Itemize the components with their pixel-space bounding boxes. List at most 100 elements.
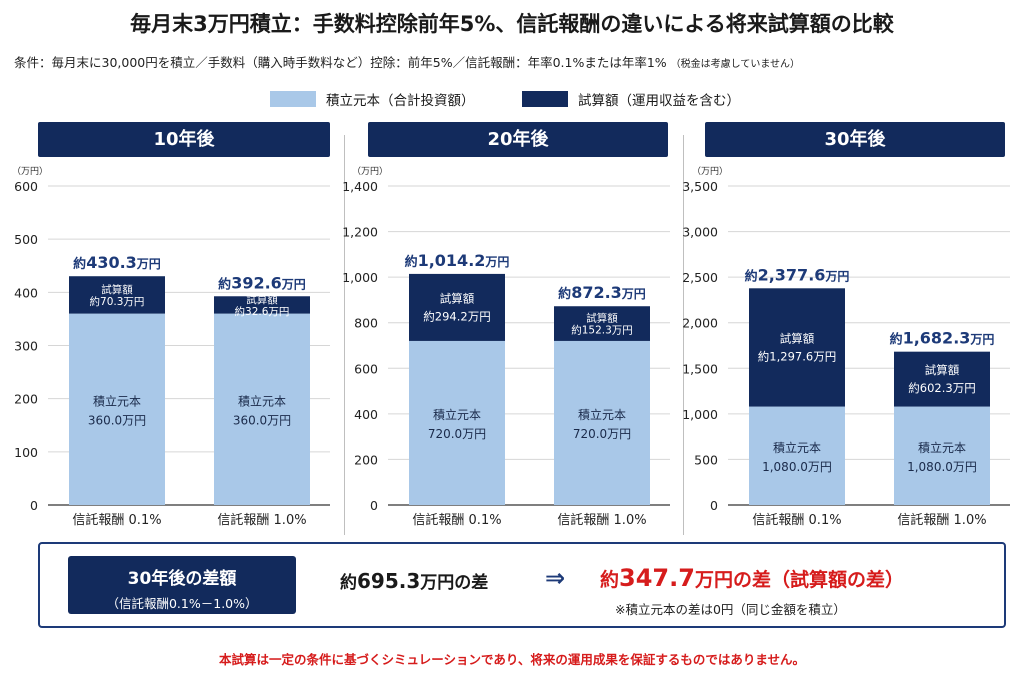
panel-divider [683, 135, 684, 535]
legend-label-gain: 試算額（運用収益を含む） [578, 93, 740, 109]
data-label-total: 約1,682.3万円 [890, 329, 995, 348]
legend-item-principal: 積立元本（合計投資額） [270, 89, 475, 109]
principal-note: ※積立元本の差は0円（同じ金額を積立） [615, 602, 846, 617]
gain-difference-prefix: 約 [600, 569, 620, 591]
chart-30-years: （万円） 0 500 1,000 1,500 2,000 2,500 3,000 3,500 積立… [682, 166, 1010, 528]
data-label-gain: 試算額 [780, 331, 815, 345]
bar-principal [69, 313, 165, 505]
gain-difference-suffix: 万円の差（試算額の差） [694, 569, 904, 591]
data-label-principal: 720.0万円 [573, 427, 631, 441]
data-label-gain: 約294.2万円 [423, 309, 490, 323]
data-label-gain: 約152.3万円 [571, 324, 633, 337]
panel-divider [344, 135, 345, 535]
data-label-total: 約2,377.6万円 [745, 265, 850, 284]
total-difference: 約695.3万円の差 [340, 568, 488, 593]
data-label-principal: 1,080.0万円 [907, 460, 977, 474]
panel-header-10y: 10年後 [38, 122, 330, 157]
conditions-subtitle: 条件：毎月末に30,000円を積立／手数料（購入時手数料など）控除：前年5%／信… [14, 52, 1014, 71]
panel-header-30y: 30年後 [705, 122, 1005, 157]
y-tick-label: 1,000 [682, 407, 718, 422]
summary-box: 30年後の差額 （信託報酬0.1%－1.0%） 約695.3万円の差 ⇒ 約34… [38, 542, 1006, 628]
bar-gain [554, 306, 650, 341]
legend-item-gain: 試算額（運用収益を含む） [522, 89, 740, 109]
y-tick-label: 2,500 [682, 270, 718, 285]
y-tick-label: 400 [14, 285, 38, 300]
arrow-icon: ⇒ [545, 564, 566, 592]
summary-label-title: 30年後の差額 [127, 569, 237, 589]
y-tick-label: 3,500 [682, 179, 718, 194]
legend-swatch-principal [270, 91, 316, 107]
tax-note: （税金は考慮していません） [670, 59, 801, 70]
data-label-gain: 試算額 [925, 363, 960, 377]
data-label-gain: 約70.3万円 [90, 295, 145, 308]
y-tick-label: 3,000 [682, 225, 718, 240]
y-tick-label: 1,000 [342, 270, 378, 285]
data-label-gain: 約1,297.6万円 [758, 349, 836, 363]
y-tick-label: 200 [14, 392, 38, 407]
y-axis-unit-label: （万円） [692, 166, 728, 177]
data-label-total: 約872.3万円 [558, 283, 646, 302]
data-label-total: 約430.3万円 [73, 253, 161, 272]
panel-header-20y: 20年後 [368, 122, 668, 157]
legend-swatch-gain [522, 91, 568, 107]
x-tick-label: 信託報酬 1.0% [897, 512, 986, 528]
data-label-gain: 約32.6万円 [235, 305, 290, 318]
y-tick-label: 1,200 [342, 225, 378, 240]
bar-principal [554, 340, 650, 505]
x-tick-label: 信託報酬 0.1% [72, 512, 161, 528]
x-tick-label: 信託報酬 0.1% [412, 512, 501, 528]
total-difference-prefix: 約 [340, 573, 357, 593]
bar-principal [894, 406, 990, 505]
summary-label-box: 30年後の差額 （信託報酬0.1%－1.0%） [68, 556, 296, 614]
data-label-gain: 試算額 [440, 291, 475, 305]
y-tick-label: 400 [354, 407, 378, 422]
data-label-principal: 1,080.0万円 [762, 460, 832, 474]
data-label-principal: 360.0万円 [233, 413, 291, 427]
y-tick-label: 2,000 [682, 316, 718, 331]
total-difference-suffix: 万円の差 [420, 573, 489, 593]
data-label-principal: 360.0万円 [88, 413, 146, 427]
data-label-gain: 試算額 [586, 312, 618, 325]
data-label-gain: 約602.3万円 [908, 381, 975, 395]
summary-label-subtitle: （信託報酬0.1%－1.0%） [106, 596, 258, 611]
bar-principal [749, 406, 845, 505]
bar-gain [69, 276, 165, 314]
data-label-principal: 積立元本 [918, 440, 966, 455]
y-tick-label: 0 [710, 498, 718, 513]
y-axis-unit-label: （万円） [12, 166, 48, 177]
chart-20-years: （万円） 0 200 400 600 800 1,000 1,200 1,400 積立元本 720.… [342, 166, 670, 528]
page-title: 毎月末3万円積立：手数料控除前年5%、信託報酬の違いによる将来試算額の比較 [130, 12, 894, 36]
y-tick-label: 0 [370, 498, 378, 513]
y-tick-label: 0 [30, 498, 38, 513]
data-label-principal: 積立元本 [93, 393, 141, 408]
data-label-principal: 積立元本 [433, 407, 481, 422]
bar-principal [409, 340, 505, 505]
data-label-principal: 720.0万円 [428, 427, 486, 441]
data-label-gain: 試算額 [101, 283, 133, 296]
y-tick-label: 200 [354, 452, 378, 467]
x-tick-label: 信託報酬 1.0% [557, 512, 646, 528]
data-label-gain: 試算額 [246, 293, 278, 306]
y-tick-label: 100 [14, 445, 38, 460]
bar-principal [214, 313, 310, 505]
y-tick-label: 800 [354, 316, 378, 331]
chart-legend: 積立元本（合計投資額） 試算額（運用収益を含む） [0, 89, 1024, 109]
bar-gain [894, 351, 990, 407]
y-tick-label: 300 [14, 339, 38, 354]
bar-gain [214, 296, 310, 314]
gain-difference-value: 347.7 [619, 564, 695, 592]
y-tick-label: 600 [354, 361, 378, 376]
total-difference-value: 695.3 [357, 569, 421, 593]
y-tick-label: 500 [694, 452, 718, 467]
y-tick-label: 1,400 [342, 179, 378, 194]
data-label-total: 約392.6万円 [218, 273, 306, 292]
data-label-principal: 積立元本 [238, 393, 286, 408]
data-label-total: 約1,014.2万円 [405, 251, 510, 270]
conditions-text: 条件：毎月末に30,000円を積立／手数料（購入時手数料など）控除：前年5%／信… [14, 55, 667, 70]
gain-difference: 約347.7万円の差（試算額の差） [600, 564, 904, 592]
x-tick-label: 信託報酬 1.0% [217, 512, 306, 528]
y-tick-label: 500 [14, 232, 38, 247]
x-tick-label: 信託報酬 0.1% [752, 512, 841, 528]
data-label-principal: 積立元本 [773, 440, 821, 455]
y-axis-unit-label: （万円） [352, 166, 388, 177]
